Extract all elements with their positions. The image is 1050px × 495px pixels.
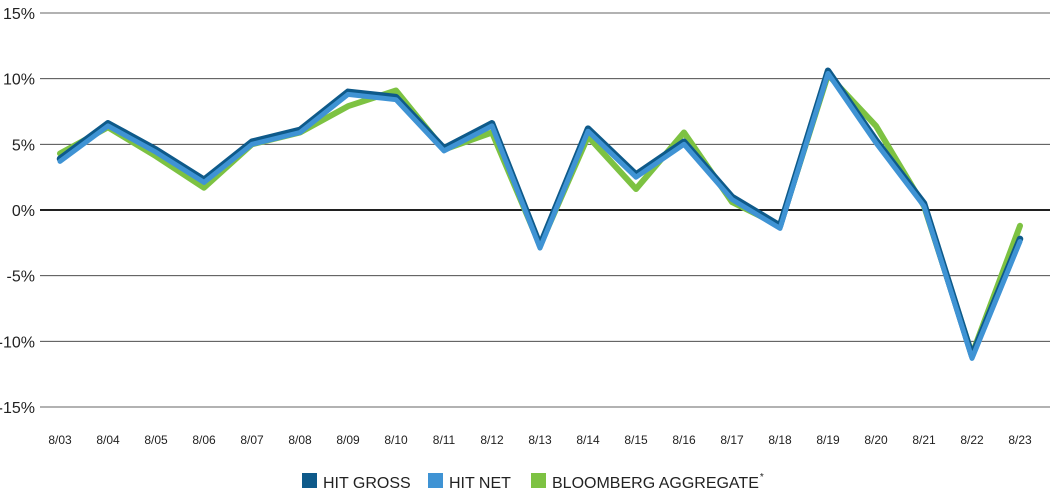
x-tick-label: 8/05 [144,433,168,447]
x-axis-ticks: 8/03 8/04 8/05 8/06 8/07 8/08 8/09 8/10 8/11 8/12… [48,433,1032,447]
series-line-bloomberg-aggregate [57,71,1023,358]
x-tick-label: 8/19 [816,433,840,447]
y-axis-ticks: 15% 10% 5% 0% -5% -10% -15% [0,6,35,417]
x-tick-label: 8/21 [912,433,936,447]
x-tick-label: 8/11 [433,433,456,447]
x-tick-label: 8/16 [672,433,696,447]
y-tick-label: 10% [3,72,35,89]
legend-label-hit-net: HIT NET [449,475,511,492]
legend-swatch-hit-net [428,473,443,488]
legend-label-bloomberg-aggregate: BLOOMBERG AGGREGATE [552,475,759,492]
y-tick-label: 0% [12,203,35,220]
series-lines [56,67,1024,361]
x-tick-label: 8/20 [864,433,888,447]
series-line-hit-net [57,70,1023,361]
x-tick-label: 8/23 [1008,433,1032,447]
y-tick-label: -5% [7,269,35,286]
x-tick-label: 8/18 [768,433,792,447]
x-tick-label: 8/14 [576,433,600,447]
y-tick-label: 5% [12,137,35,154]
x-tick-label: 8/07 [240,433,264,447]
y-tick-label: -10% [0,334,35,351]
legend-label-hit-gross: HIT GROSS [323,475,411,492]
legend-swatch-hit-gross [302,473,317,488]
x-tick-label: 8/03 [48,433,72,447]
x-tick-label: 8/17 [720,433,744,447]
series-line-hit-gross [56,67,1024,360]
x-tick-label: 8/08 [288,433,312,447]
x-tick-label: 8/06 [192,433,216,447]
x-tick-label: 8/12 [480,433,504,447]
legend-label-footnote-mark: * [760,472,764,483]
y-tick-label: -15% [0,400,35,417]
x-tick-label: 8/15 [624,433,648,447]
legend: HIT GROSS HIT NET BLOOMBERG AGGREGATE * [302,472,764,492]
x-tick-label: 8/22 [960,433,984,447]
x-tick-label: 8/09 [336,433,360,447]
grid-lines [40,12,1050,408]
legend-swatch-bloomberg-aggregate [531,473,546,488]
x-tick-label: 8/13 [528,433,552,447]
x-tick-label: 8/04 [96,433,120,447]
y-tick-label: 15% [3,6,35,23]
x-tick-label: 8/10 [384,433,408,447]
